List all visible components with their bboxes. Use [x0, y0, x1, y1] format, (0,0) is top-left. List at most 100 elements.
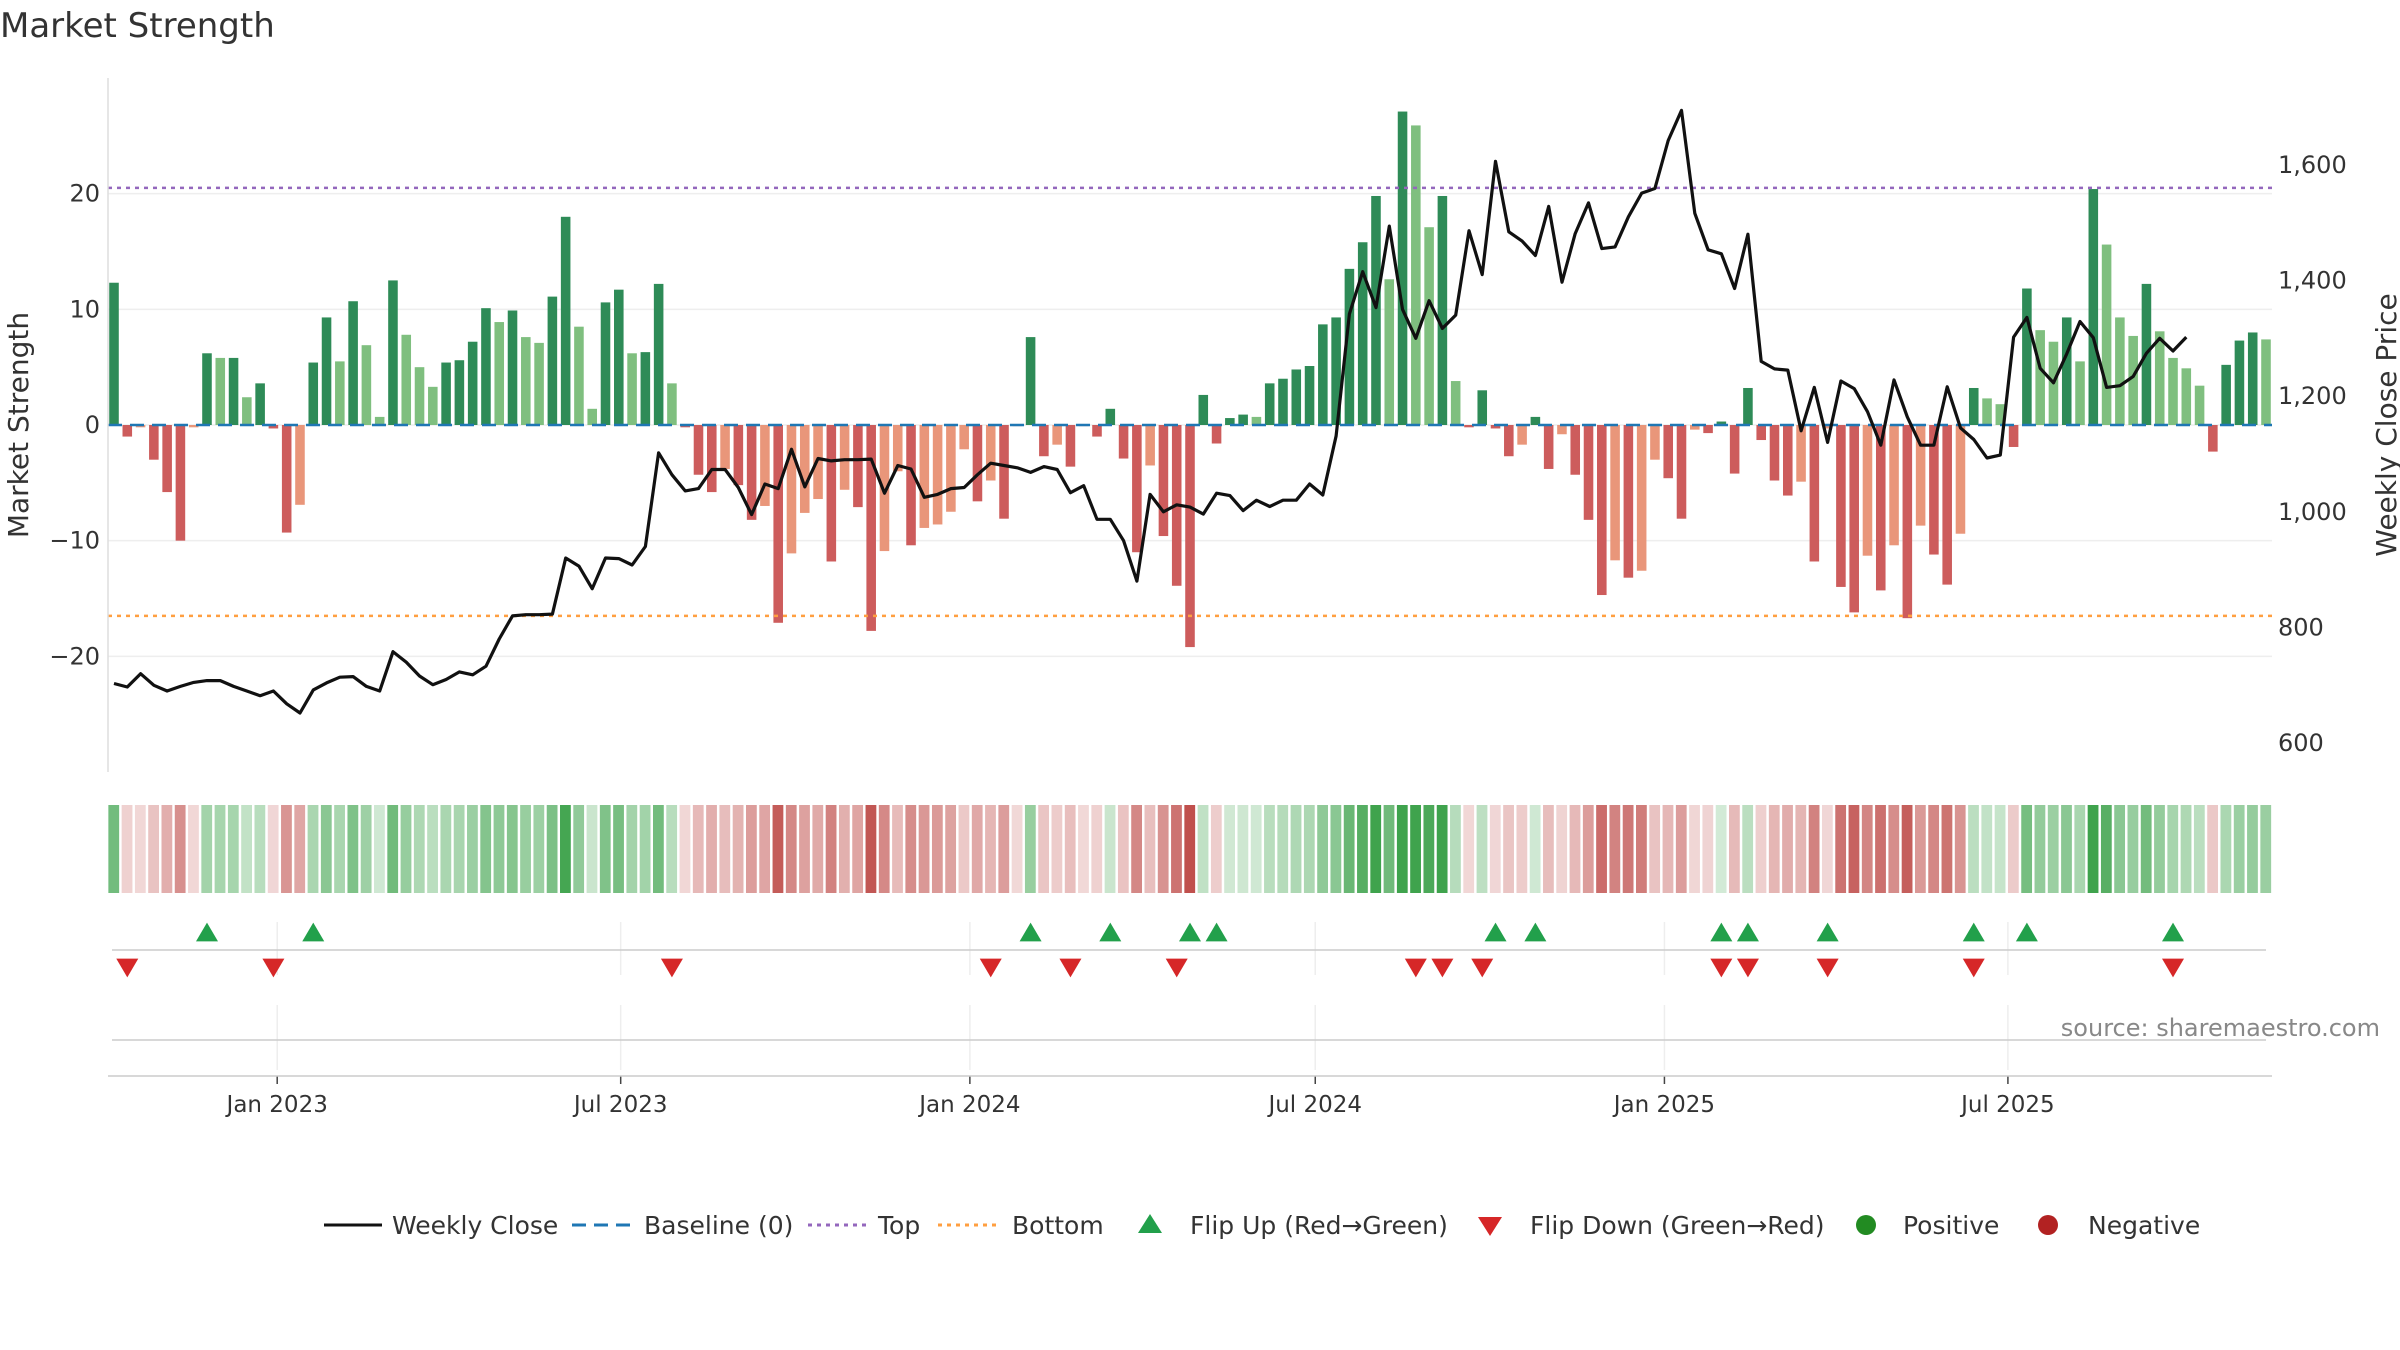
- strength-bar: [1278, 378, 1288, 425]
- strength-bar: [215, 357, 226, 425]
- heat-cell: [1117, 805, 1129, 893]
- flip-up-marker: [195, 922, 218, 942]
- strength-bar: [627, 353, 637, 425]
- strength-bar: [1464, 425, 1474, 428]
- strength-bar: [733, 425, 744, 486]
- heat-cell: [546, 805, 558, 893]
- strength-bar: [1384, 279, 1395, 425]
- legend-label: Negative: [2088, 1211, 2201, 1240]
- heat-cell: [2233, 805, 2245, 893]
- heat-cell: [1144, 805, 1156, 893]
- strength-bar: [746, 425, 757, 520]
- strength-bar: [1251, 416, 1262, 425]
- strength-bar: [1052, 425, 1062, 445]
- strength-bar: [1490, 425, 1501, 429]
- flip-down-marker: [1404, 958, 1427, 978]
- strength-bar: [481, 308, 491, 425]
- heat-cell: [1396, 805, 1408, 893]
- heat-cell: [1968, 805, 1979, 893]
- heat-cell: [148, 805, 159, 893]
- strength-bar: [1690, 425, 1700, 430]
- strength-bar: [162, 425, 172, 493]
- heat-cell: [440, 805, 452, 893]
- flip-down-marker: [2162, 958, 2185, 978]
- strength-bar: [826, 425, 837, 562]
- strength-bar: [295, 425, 305, 505]
- heat-cell: [1303, 805, 1315, 893]
- strength-bar: [1437, 195, 1448, 425]
- flip-down-marker: [1059, 958, 1082, 978]
- strength-bar: [335, 361, 345, 425]
- heat-cell: [1024, 805, 1036, 893]
- heat-cell: [1901, 805, 1913, 893]
- heat-cell: [1330, 805, 1342, 893]
- flip-down-marker: [1165, 958, 1188, 978]
- weekly-close-line: [113, 108, 2188, 715]
- legend-label: Flip Down (Green→Red): [1530, 1211, 1825, 1240]
- heat-cell: [573, 805, 585, 893]
- strength-heat-strip: [108, 805, 2272, 893]
- strength-bar: [614, 289, 624, 425]
- flip-up-marker: [2015, 922, 2038, 942]
- strength-bar: [1291, 369, 1302, 425]
- y2-tick-label: 600: [2278, 729, 2324, 757]
- legend-symbol-negative: [2038, 1215, 2058, 1235]
- heat-cell: [1742, 805, 1754, 893]
- strength-bar: [2234, 340, 2245, 425]
- strength-bar: [667, 383, 677, 425]
- strength-bar: [1198, 394, 1209, 425]
- heat-cell: [174, 805, 186, 893]
- heat-cell: [1622, 805, 1634, 893]
- legend-label: Weekly Close: [392, 1211, 559, 1240]
- heat-cell: [2247, 805, 2258, 893]
- legend-symbol-close: [324, 1223, 382, 1227]
- strength-bar: [1676, 425, 1687, 519]
- strength-bar: [906, 425, 916, 546]
- heat-cell: [799, 805, 810, 893]
- y2-axis-title: Weekly Close Price: [2370, 293, 2400, 556]
- strength-bar: [1756, 425, 1766, 441]
- strength-bar: [2247, 332, 2258, 425]
- heat-cell: [161, 805, 173, 893]
- strength-bar: [985, 425, 996, 481]
- heat-cell: [1250, 805, 1262, 893]
- heat-cell: [1131, 805, 1143, 893]
- x-tick-label: Jul 2024: [1266, 1092, 1362, 1118]
- heat-cell: [1104, 805, 1116, 893]
- heat-cell: [520, 805, 531, 893]
- strength-bar: [374, 416, 385, 425]
- strength-bar: [1118, 425, 1129, 459]
- strength-bar: [1995, 404, 2006, 425]
- heat-cell: [1795, 805, 1807, 893]
- heat-cell: [613, 805, 624, 893]
- legend-label: Flip Up (Red→Green): [1190, 1211, 1448, 1240]
- strength-bar: [999, 425, 1009, 519]
- strength-bar: [494, 322, 505, 425]
- strength-bar: [281, 425, 292, 533]
- heat-cell: [254, 805, 266, 893]
- strength-bar: [521, 337, 531, 425]
- legend-triangle-up: [1138, 1214, 1162, 1233]
- strength-bar: [1105, 408, 1116, 425]
- strength-bar: [1663, 425, 1674, 479]
- flip-down-marker: [1471, 958, 1494, 978]
- strength-bar: [1889, 425, 1899, 546]
- heat-cell: [506, 805, 518, 893]
- heat-cell: [1450, 805, 1461, 893]
- strength-bar: [1211, 425, 1222, 444]
- strength-bar: [1264, 383, 1275, 425]
- heat-cell: [772, 805, 784, 893]
- heat-cell: [745, 805, 757, 893]
- heat-cell: [1197, 805, 1209, 893]
- y-tick-label: 10: [69, 295, 100, 323]
- strength-bar: [1875, 425, 1886, 591]
- heat-cell: [1768, 805, 1780, 893]
- heat-cell: [1636, 805, 1647, 893]
- strength-bar: [587, 408, 598, 425]
- strength-bar: [1543, 425, 1554, 469]
- heat-cell: [1171, 805, 1182, 893]
- source-note: source: sharemaestro.com: [2060, 1014, 2380, 1042]
- strength-bar: [1092, 425, 1102, 437]
- heat-cell: [1994, 805, 2006, 893]
- heat-cell: [719, 805, 731, 893]
